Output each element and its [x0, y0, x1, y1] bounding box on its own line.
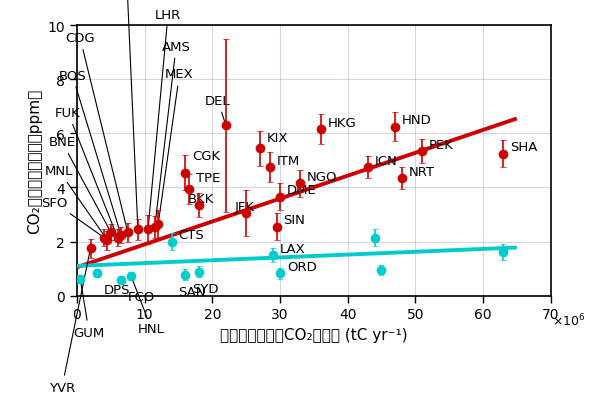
Text: ORD: ORD	[287, 261, 317, 273]
Text: SAN: SAN	[178, 285, 206, 298]
Text: MNL: MNL	[45, 165, 106, 238]
Text: PEK: PEK	[429, 138, 454, 151]
Text: DPS: DPS	[104, 283, 131, 296]
Text: SHA: SHA	[510, 141, 538, 154]
Y-axis label: CO₂増分の標準偏差（ppm）: CO₂増分の標準偏差（ppm）	[27, 89, 42, 234]
Text: NRT: NRT	[409, 165, 434, 178]
Text: CTS: CTS	[179, 229, 205, 242]
Text: HKG: HKG	[328, 117, 356, 130]
X-axis label: 都市の人為起源CO₂排出量 (tC yr⁻¹): 都市の人為起源CO₂排出量 (tC yr⁻¹)	[220, 327, 407, 342]
Text: DEL: DEL	[205, 94, 230, 124]
Text: DME: DME	[287, 184, 317, 197]
Text: BKK: BKK	[188, 192, 214, 205]
Text: ITM: ITM	[277, 154, 300, 167]
Text: SYD: SYD	[192, 282, 218, 295]
Text: FUK: FUK	[55, 107, 116, 235]
Text: NGO: NGO	[307, 171, 338, 184]
Text: MEX: MEX	[158, 68, 194, 222]
Text: KIX: KIX	[266, 131, 288, 144]
Text: TPE: TPE	[196, 172, 220, 185]
Text: $\times 10^6$: $\times 10^6$	[551, 312, 585, 329]
Text: SIN: SIN	[284, 214, 305, 227]
Text: LHR: LHR	[148, 9, 181, 227]
Text: AMS: AMS	[155, 40, 191, 225]
Text: ICN: ICN	[375, 154, 398, 167]
Text: JFK: JFK	[235, 200, 255, 213]
Text: LAX: LAX	[280, 242, 306, 255]
Text: CDG: CDG	[65, 32, 127, 230]
Text: BNE: BNE	[49, 136, 109, 230]
Text: MXP: MXP	[113, 0, 142, 227]
Text: SFO: SFO	[41, 197, 102, 236]
Text: HNL: HNL	[132, 279, 165, 336]
Text: FCO: FCO	[128, 290, 155, 303]
Text: YVR: YVR	[49, 252, 90, 394]
Text: CGK: CGK	[192, 150, 220, 163]
Text: BOS: BOS	[58, 70, 120, 233]
Text: HND: HND	[402, 114, 431, 127]
Text: GUM: GUM	[73, 283, 104, 339]
